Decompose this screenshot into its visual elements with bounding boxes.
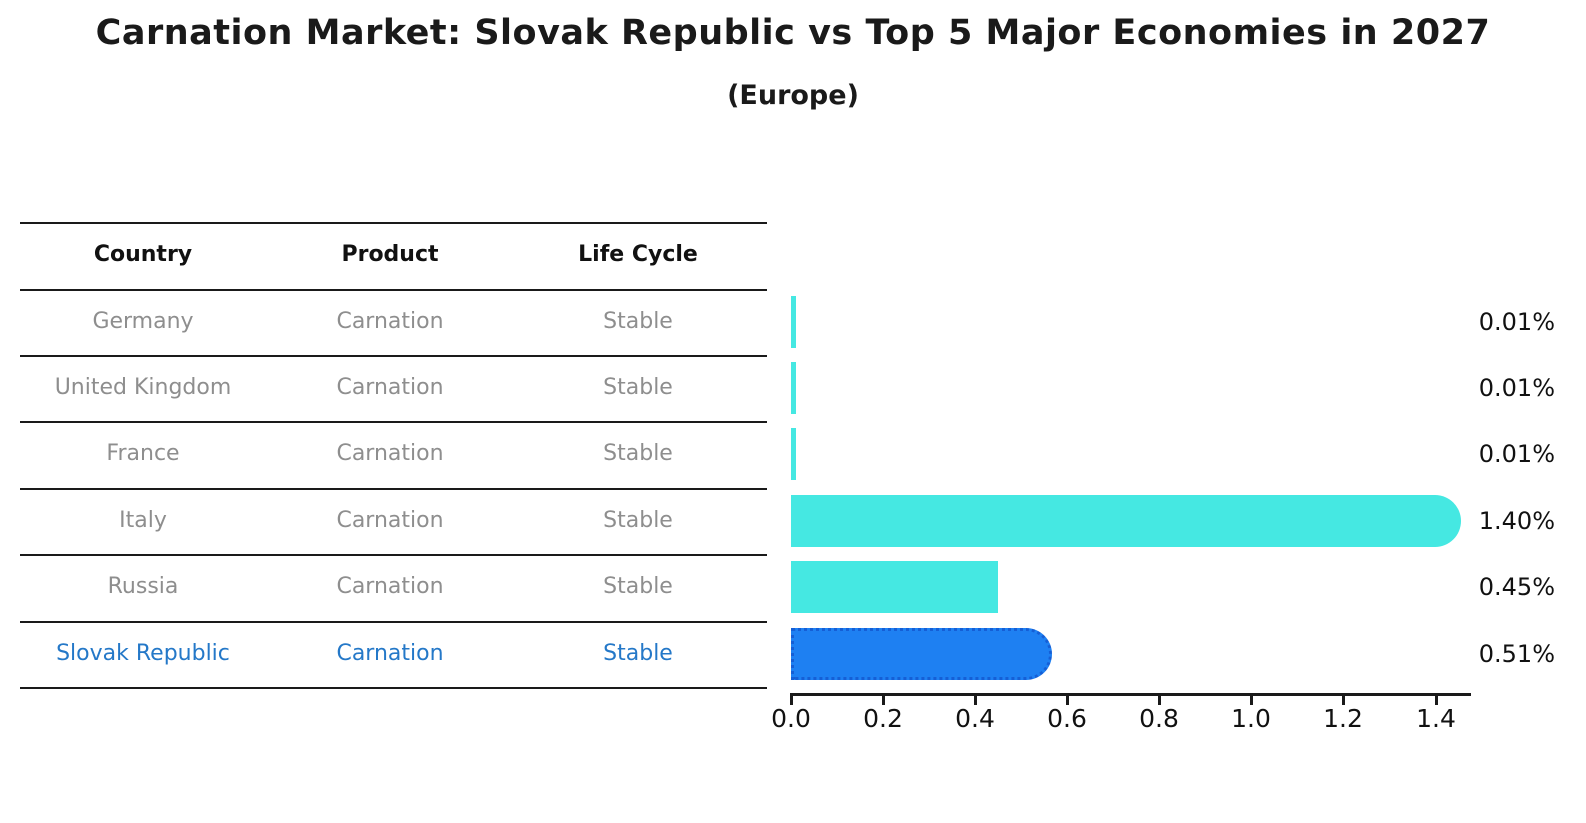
row-divider <box>20 554 767 556</box>
x-tick-label: 1.2 <box>1323 704 1363 733</box>
x-tick <box>1158 696 1161 705</box>
cell-product: Carnation <box>336 574 444 599</box>
x-tick-label: 1.0 <box>1231 704 1271 733</box>
x-tick-label: 1.4 <box>1416 704 1456 733</box>
x-tick <box>1250 696 1253 705</box>
cell-country: France <box>106 441 180 466</box>
table-row-russia: Russia Carnation Stable <box>0 554 770 620</box>
table-row-france: France Carnation Stable <box>0 421 770 487</box>
cell-product: Carnation <box>336 441 444 466</box>
x-tick <box>1342 696 1345 705</box>
value-label-united-kingdom: 0.01% <box>1478 374 1555 402</box>
table-border-bottom <box>20 687 767 689</box>
x-tick-label: 0.2 <box>863 704 903 733</box>
x-tick <box>1435 696 1438 705</box>
row-divider <box>20 621 767 623</box>
x-tick <box>790 696 793 705</box>
x-tick <box>882 696 885 705</box>
cell-life-cycle: Stable <box>603 641 673 666</box>
bar-germany <box>791 296 796 348</box>
column-header-product: Product <box>341 242 439 267</box>
column-header-country: Country <box>93 242 193 267</box>
bar-france <box>791 428 796 480</box>
row-divider <box>20 355 767 357</box>
cell-product: Carnation <box>336 375 444 400</box>
bar-united-kingdom <box>791 362 796 414</box>
cell-life-cycle: Stable <box>603 574 673 599</box>
bar-slovak-republic <box>791 628 1052 680</box>
table-header-divider <box>20 289 767 291</box>
x-axis-line <box>790 693 1471 696</box>
cell-life-cycle: Stable <box>603 508 673 533</box>
x-tick-label: 0.6 <box>1047 704 1087 733</box>
cell-product: Carnation <box>336 309 444 334</box>
column-header-life-cycle: Life Cycle <box>578 242 698 267</box>
value-label-italy: 1.40% <box>1478 507 1555 535</box>
row-divider <box>20 421 767 423</box>
value-label-slovak-republic: 0.51% <box>1478 640 1555 668</box>
value-label-germany: 0.01% <box>1478 308 1555 336</box>
value-label-russia: 0.45% <box>1478 573 1555 601</box>
cell-life-cycle: Stable <box>603 309 673 334</box>
value-label-france: 0.01% <box>1478 440 1555 468</box>
cell-country: Russia <box>107 574 179 599</box>
cell-country: Slovak Republic <box>56 641 230 666</box>
page-subtitle: (Europe) <box>727 80 859 111</box>
page-title: Carnation Market: Slovak Republic vs Top… <box>95 13 1491 53</box>
cell-product: Carnation <box>336 508 444 533</box>
table-row-united-kingdom: United Kingdom Carnation Stable <box>0 355 770 421</box>
cell-life-cycle: Stable <box>603 375 673 400</box>
table-row-slovak-republic: Slovak Republic Carnation Stable <box>0 621 770 687</box>
table-header-row: Country Product Life Cycle <box>0 222 770 288</box>
bar-russia <box>791 561 998 613</box>
x-tick <box>1066 696 1069 705</box>
x-tick-label: 0.4 <box>955 704 995 733</box>
cell-life-cycle: Stable <box>603 441 673 466</box>
x-tick <box>974 696 977 705</box>
bar-italy <box>791 495 1461 547</box>
cell-product: Carnation <box>336 641 444 666</box>
cell-country: Italy <box>119 508 167 533</box>
table-row-italy: Italy Carnation Stable <box>0 488 770 554</box>
table-border-top <box>20 222 767 224</box>
cell-country: Germany <box>92 309 194 334</box>
row-divider <box>20 488 767 490</box>
x-tick-label: 0.8 <box>1139 704 1179 733</box>
table-row-germany: Germany Carnation Stable <box>0 289 770 355</box>
cell-country: United Kingdom <box>54 375 232 400</box>
x-tick-label: 0.0 <box>771 704 811 733</box>
